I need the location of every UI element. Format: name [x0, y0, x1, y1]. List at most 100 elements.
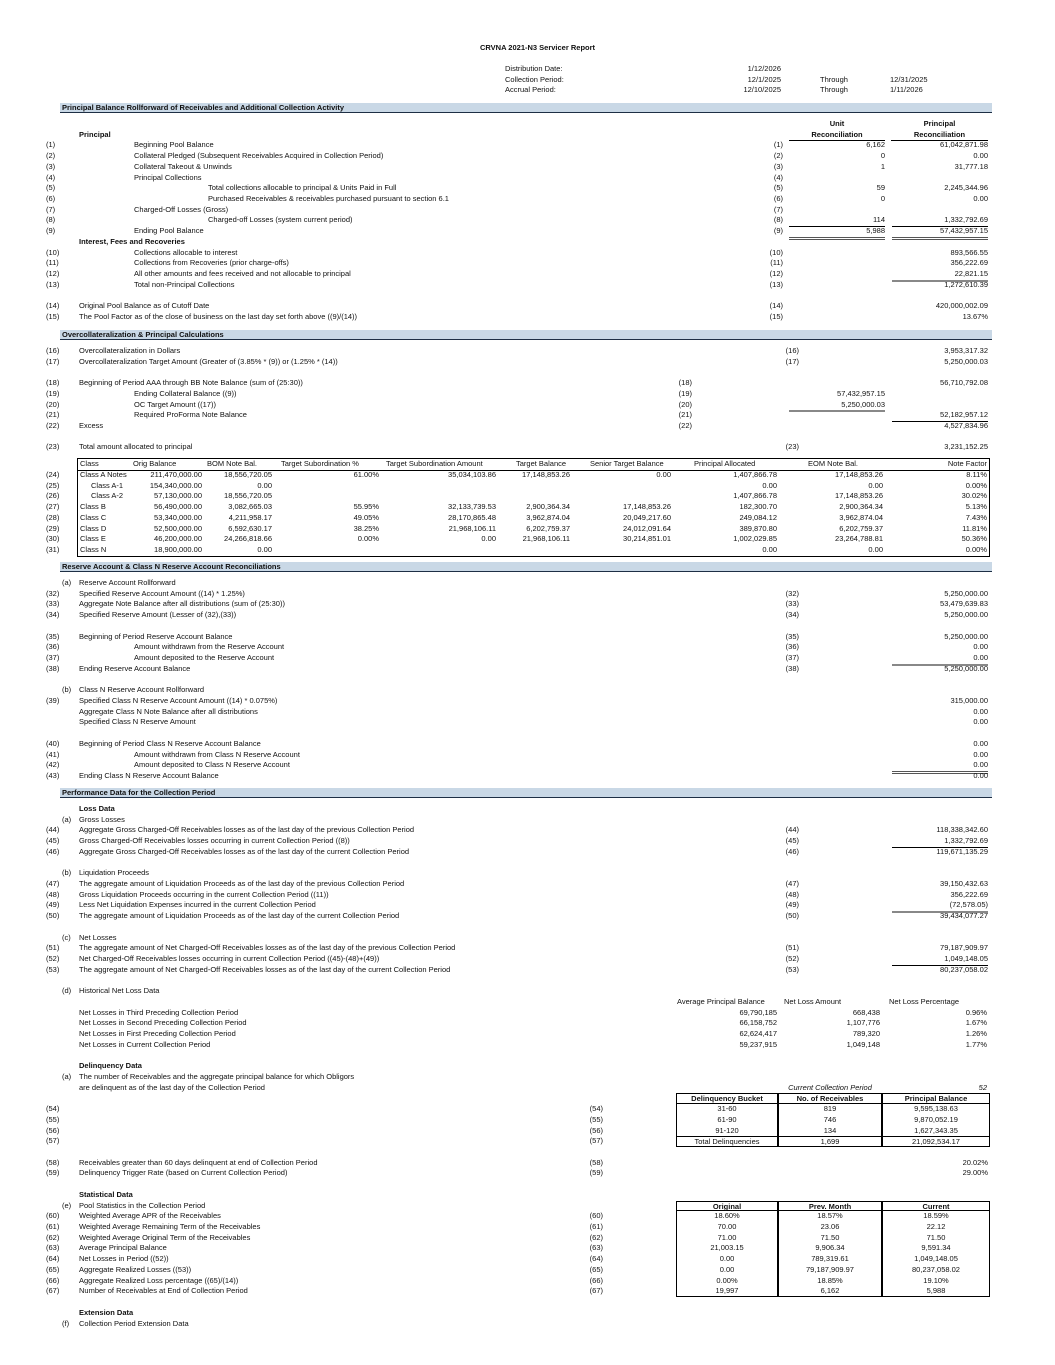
- item-letter: (d): [62, 986, 72, 996]
- line-label: All other amounts and fees received and …: [134, 269, 351, 279]
- column-header: Target Balance: [516, 459, 567, 469]
- line-number: (17): [46, 356, 60, 366]
- line-label: Less Net Liquidation Expenses incurred i…: [79, 900, 316, 910]
- overcollateralization-section: Overcollateralization & Principal Calcul…: [0, 330, 1055, 557]
- line-number: (64): [46, 1254, 60, 1264]
- column-header: Net Loss Percentage: [889, 996, 960, 1006]
- column-header: No. of Receivables: [778, 1093, 882, 1105]
- amount-value: 61,042,871.98: [940, 140, 988, 150]
- table-cell: 0.00: [868, 544, 883, 554]
- table-cell: 1,049,148: [846, 1039, 880, 1049]
- table-cell: 71.50: [882, 1232, 990, 1244]
- period-label: Distribution Date:: [505, 64, 563, 73]
- line-label: Aggregate Class N Note Balance after all…: [79, 706, 258, 716]
- line-number: (49): [46, 900, 60, 910]
- amount-value: 31,777.18: [954, 161, 988, 171]
- amount-value: 420,000,002.09: [935, 301, 988, 311]
- column-header: BOM Note Bal.: [207, 459, 258, 469]
- line-reference: (11): [770, 258, 783, 268]
- table-cell: 0.00: [762, 544, 777, 554]
- table-cell: 49.05%: [353, 512, 379, 522]
- line-reference: (9): [773, 226, 783, 236]
- line-label: Specified Reserve Amount (Lesser of (32)…: [79, 610, 237, 620]
- line-reference: (2): [773, 151, 783, 161]
- report-row: (6) Purchased Receivables & receivables p…: [0, 194, 1055, 205]
- table-cell: 70.00: [676, 1222, 778, 1233]
- spacer: [0, 922, 1055, 933]
- line-label: Amount deposited to Class N Reserve Acco…: [134, 760, 290, 770]
- line-reference: (38): [785, 663, 799, 673]
- table-cell: 9,591.34: [882, 1243, 990, 1255]
- line-reference: (34): [785, 610, 799, 620]
- amount-value: 356,222.69: [950, 258, 988, 268]
- item-letter: (f): [62, 1318, 70, 1328]
- line-label: Specified Class N Reserve Amount: [79, 717, 196, 727]
- line-number: (48): [46, 889, 60, 899]
- table-cell: 0.00: [676, 1254, 778, 1265]
- line-number: (58): [46, 1157, 60, 1167]
- class-row: (29) Class D 52,500,000.00 6,592,630.17 38.2…: [0, 524, 1055, 535]
- subsection-heading: Statistical Data: [79, 1189, 133, 1199]
- line-reference: (50): [785, 911, 799, 921]
- line-reference: (59): [589, 1168, 603, 1178]
- line-label: The aggregate amount of Net Charged-Off …: [79, 964, 451, 974]
- line-number: (66): [46, 1275, 60, 1285]
- line-label: Aggregate Realized Losses ((53)): [79, 1264, 192, 1274]
- line-number: (52): [46, 954, 60, 964]
- table-cell: 746: [778, 1114, 882, 1126]
- report-row: (59) Delinquency Trigger Rate (based on C…: [0, 1168, 1055, 1179]
- report-row: (8) Charged-off Losses (system current pe…: [0, 215, 1055, 228]
- line-label: Gross Liquidation Proceeds occurring in …: [79, 889, 329, 899]
- line-reference: (16): [785, 346, 799, 355]
- amount-value: 119,671,135.29: [936, 846, 988, 856]
- line-label: Amount withdrawn from Class N Reserve Ac…: [134, 749, 300, 759]
- column-header: Delinquency Bucket: [676, 1093, 778, 1105]
- line-label: Reserve Account Rollforward: [79, 578, 176, 587]
- line-number: (28): [46, 512, 60, 522]
- line-reference: (33): [785, 599, 799, 609]
- line-number: (1): [46, 140, 56, 150]
- line-number: (4): [46, 172, 56, 182]
- line-number: (9): [46, 226, 56, 236]
- line-number: (55): [46, 1114, 60, 1124]
- line-reference: (22): [678, 421, 692, 431]
- line-label: are delinquent as of the last day of the…: [79, 1082, 265, 1092]
- report-row: (21) Required ProForma Note Balance (21) 52…: [0, 410, 1055, 423]
- line-reference: (35): [785, 631, 799, 641]
- report-row: (2) Collateral Pledged (Subsequent Receiv…: [0, 151, 1055, 162]
- table-cell: 5,988: [882, 1286, 990, 1298]
- column-header-row: Unit Principal: [0, 119, 1055, 130]
- amount-value: 0.00: [892, 760, 988, 774]
- report-row: (18) Beginning of Period AAA through BB N…: [0, 378, 1055, 389]
- report-row: (20) OC Target Amount ((17)) (20) 5,250,000…: [0, 400, 1055, 413]
- line-reference: (23): [785, 442, 799, 452]
- class-name: Class D: [80, 523, 107, 533]
- line-reference: (56): [589, 1125, 603, 1135]
- table-cell: 134: [778, 1125, 882, 1137]
- amount-value: 3,953,317.32: [944, 346, 988, 355]
- table-cell: 50.36%: [961, 534, 987, 544]
- period-label: Accrual Period:: [505, 85, 556, 95]
- table-cell: 211,470,000.00: [150, 469, 202, 479]
- spacer: [0, 1297, 1055, 1308]
- period-end: 1/11/2026: [890, 85, 923, 95]
- line-number: (37): [46, 653, 60, 663]
- table-cell: 18.59%: [882, 1211, 990, 1223]
- line-label: Collections from Recoveries (prior charg…: [134, 258, 289, 268]
- line-label: Beginning of Period Class N Reserve Acco…: [79, 738, 261, 748]
- line-reference: (46): [785, 846, 799, 856]
- report-row: (22) Excess (22) 4,527,834.96: [0, 421, 1055, 432]
- line-reference: (65): [589, 1264, 603, 1274]
- period-end: 12/31/2025: [890, 74, 928, 84]
- line-reference: (66): [589, 1275, 603, 1285]
- table-cell: 18,556,720.05: [224, 491, 272, 501]
- report-row: (62) Weighted Average Original Term of th…: [0, 1232, 1055, 1244]
- report-row: (9) Ending Pool Balance (9) 5,988 57,432,957…: [0, 226, 1055, 240]
- report-row: Net Losses in Third Preceding Collection…: [0, 1008, 1055, 1019]
- spacer: [0, 1179, 1055, 1190]
- table-cell: 21,092,534.17: [882, 1136, 990, 1147]
- report-row: (17) Overcollateralization Target Amount …: [0, 357, 1055, 368]
- line-reference: (63): [589, 1243, 603, 1253]
- line-label: The aggregate amount of Liquidation Proc…: [79, 879, 405, 889]
- report-row: Statistical Data: [0, 1190, 1055, 1201]
